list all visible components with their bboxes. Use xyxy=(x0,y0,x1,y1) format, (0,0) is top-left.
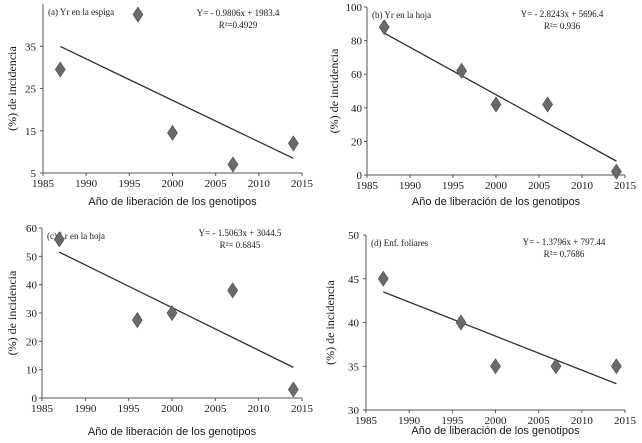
chart-1-r-squared: R²=0.4929 xyxy=(219,20,258,30)
chart-1-x-axis-label: Año de liberación de los genotipos xyxy=(88,196,257,208)
chart-1-y-tick-label: 35 xyxy=(25,41,37,53)
chart-2-equation: Y= - 2.8243x + 5696.4 xyxy=(521,9,604,19)
chart-3-x-tick-label: 1995 xyxy=(118,403,141,415)
chart-4-data-point-3 xyxy=(490,358,501,375)
chart-1-x-tick-label: 1990 xyxy=(75,178,98,190)
chart-4-y-tick-label: 40 xyxy=(348,318,360,330)
chart-3-x-tick-label: 1985 xyxy=(31,403,54,415)
chart-2-x-tick-label: 1985 xyxy=(356,180,379,192)
chart-3-y-tick-label: 40 xyxy=(26,280,38,292)
chart-1-data-point-4 xyxy=(227,156,239,173)
chart-2-y-tick-label: 60 xyxy=(351,69,363,81)
chart-4-y-tick-label: 30 xyxy=(348,405,360,417)
chart-2-y-tick-label: 100 xyxy=(346,2,363,14)
chart-4-y-tick-label: 50 xyxy=(348,230,360,242)
chart-3-r-squared: R²= 0.6845 xyxy=(220,240,261,250)
chart-2-y-tick-label: 0 xyxy=(357,170,363,182)
chart-3-x-tick-label: 2000 xyxy=(161,403,184,415)
chart-2-r-squared: R²= 0.936 xyxy=(544,21,581,31)
chart-4-x-tick-label: 2000 xyxy=(485,415,508,427)
chart-3-x-axis-label: Año de liberación de los genotipos xyxy=(88,426,257,438)
chart-4-y-axis-label: (%) de incidencia xyxy=(323,280,337,365)
chart-1-trendline xyxy=(59,45,294,159)
chart-3-y-tick-label: 30 xyxy=(26,308,38,320)
chart-2-x-tick-label: 2010 xyxy=(571,180,594,192)
chart-4-data-point-2 xyxy=(455,314,467,331)
chart-3-data-point-1 xyxy=(53,231,65,248)
chart-2-x-tick-label: 1990 xyxy=(399,180,422,192)
chart-3-x-tick-label: 1990 xyxy=(74,403,97,415)
chart-2-title: (b) Yr en la hoja xyxy=(372,10,431,20)
chart-3-data-point-2 xyxy=(131,312,143,329)
chart-3-y-tick-label: 20 xyxy=(26,336,38,348)
chart-4-y-tick-label: 45 xyxy=(348,274,360,286)
chart-1-data-point-5 xyxy=(288,135,299,152)
chart-1-x-tick-label: 1995 xyxy=(118,178,141,190)
chart-1-y-axis-label: (%) de incidencia xyxy=(5,46,19,131)
chart-2-y-tick-label: 80 xyxy=(351,36,363,48)
chart-2-data-point-2 xyxy=(456,62,467,79)
chart-1-y-tick-label: 15 xyxy=(25,126,37,138)
chart-3-y-tick-label: 0 xyxy=(32,393,38,405)
chart-1-data-point-1 xyxy=(54,61,66,78)
chart-4-data-point-5 xyxy=(611,358,622,375)
chart-2-x-tick-label: 2005 xyxy=(528,180,551,192)
chart-1-x-tick-label: 2000 xyxy=(162,178,185,190)
chart-2-data-point-1 xyxy=(378,19,390,36)
chart-3-y-tick-label: 50 xyxy=(26,251,38,263)
chart-2-x-tick-label: 1995 xyxy=(442,180,465,192)
chart-3-y-tick-label: 10 xyxy=(26,365,38,377)
chart-2-data-point-3 xyxy=(490,96,502,113)
chart-4-x-tick-label: 1990 xyxy=(398,415,421,427)
chart-2-y-tick-label: 20 xyxy=(351,136,363,148)
chart-3-data-point-5 xyxy=(287,381,299,398)
chart-4-x-tick-label: 2005 xyxy=(528,415,551,427)
chart-1-x-tick-label: 2010 xyxy=(248,178,271,190)
chart-1-x-tick-label: 2005 xyxy=(205,178,228,190)
chart-4-y-tick-label: 35 xyxy=(348,361,360,373)
chart-3-data-point-4 xyxy=(227,282,239,299)
chart-4-x-tick-label: 2015 xyxy=(614,415,637,427)
chart-1-y-tick-label: 25 xyxy=(25,84,37,96)
chart-4-x-tick-label: 2010 xyxy=(571,415,594,427)
chart-4-trendline xyxy=(383,291,617,385)
chart-4-x-tick-label: 1995 xyxy=(441,415,464,427)
chart-3-data-point-3 xyxy=(166,304,178,322)
chart-3-trendline xyxy=(59,251,294,368)
chart-3-y-tick-label: 60 xyxy=(26,223,38,235)
chart-2-x-tick-label: 2000 xyxy=(485,180,508,192)
chart-4-data-point-1 xyxy=(377,270,389,287)
chart-1-x-tick-label: 1985 xyxy=(32,178,55,190)
chart-4-x-tick-label: 1985 xyxy=(355,415,378,427)
chart-3-equation: Y= - 1.5063x + 3044.5 xyxy=(199,228,282,238)
chart-4-equation: Y= - 1.3796x + 797.44 xyxy=(523,237,606,247)
chart-3-x-tick-label: 2010 xyxy=(248,403,271,415)
chart-1-y-tick-label: 5 xyxy=(31,168,37,180)
chart-1-data-point-2 xyxy=(132,6,144,23)
chart-2-y-axis-label: (%) de incidencia xyxy=(327,48,341,133)
chart-3-y-axis-label: (%) de incidencia xyxy=(5,270,19,355)
chart-3-x-tick-label: 2005 xyxy=(204,403,227,415)
chart-2-data-point-5 xyxy=(611,163,622,180)
chart-4-r-squared: R²= 0.7686 xyxy=(544,249,585,259)
chart-2-y-tick-label: 40 xyxy=(351,103,363,115)
chart-4-x-axis-label: Año de liberación de los genotipos xyxy=(411,425,580,437)
chart-1-title: (a) Yr en la espiga xyxy=(48,7,114,17)
chart-2-x-axis-label: Año de liberación de los genotipos xyxy=(412,196,581,208)
chart-2-trendline xyxy=(383,32,617,162)
chart-3-title: (c) Lr en la hoja xyxy=(47,231,105,241)
chart-2-data-point-4 xyxy=(542,96,553,113)
chart-1-data-point-3 xyxy=(167,124,178,141)
chart-4-title: (d) Enf. foliares xyxy=(371,238,429,248)
chart-1-equation: Y= - 0.9806x + 1983.4 xyxy=(197,8,280,18)
chart-3-x-tick-label: 2015 xyxy=(291,403,314,415)
chart-1-x-tick-label: 2015 xyxy=(291,178,314,190)
chart-4-data-point-4 xyxy=(550,358,562,375)
chart-2-x-tick-label: 2015 xyxy=(614,180,637,192)
